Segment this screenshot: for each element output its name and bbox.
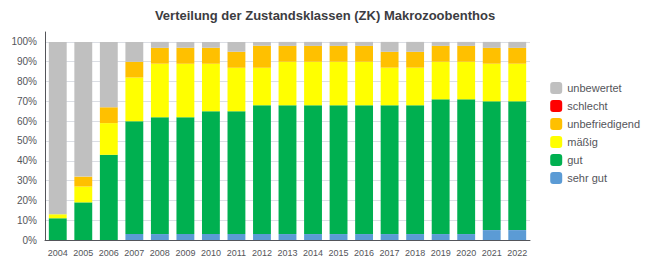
svg-text:gut: gut [567, 154, 582, 166]
svg-text:mäßig: mäßig [567, 136, 598, 148]
svg-text:2012: 2012 [252, 248, 272, 258]
svg-text:2022: 2022 [507, 248, 527, 258]
svg-text:unbewertet: unbewertet [567, 82, 621, 94]
svg-text:90%: 90% [17, 56, 37, 67]
svg-text:2013: 2013 [277, 248, 297, 258]
svg-text:30%: 30% [17, 175, 37, 186]
svg-text:unbefriedigend: unbefriedigend [567, 118, 640, 130]
svg-text:sehr gut: sehr gut [567, 172, 607, 184]
svg-text:2016: 2016 [354, 248, 374, 258]
svg-text:0%: 0% [23, 235, 38, 246]
svg-text:70%: 70% [17, 96, 37, 107]
svg-text:2015: 2015 [329, 248, 349, 258]
svg-text:80%: 80% [17, 76, 37, 87]
svg-text:100%: 100% [11, 36, 37, 47]
svg-text:40%: 40% [17, 155, 37, 166]
svg-text:Verteilung der Zustandsklassen: Verteilung der Zustandsklassen (ZK) Makr… [155, 8, 495, 23]
svg-text:60%: 60% [17, 116, 37, 127]
svg-text:2021: 2021 [482, 248, 502, 258]
svg-text:2008: 2008 [150, 248, 170, 258]
svg-text:2007: 2007 [124, 248, 144, 258]
svg-text:2005: 2005 [73, 248, 93, 258]
svg-text:50%: 50% [17, 135, 37, 146]
svg-text:2019: 2019 [431, 248, 451, 258]
svg-text:2020: 2020 [456, 248, 476, 258]
svg-text:2018: 2018 [405, 248, 425, 258]
svg-text:2009: 2009 [175, 248, 195, 258]
svg-text:2006: 2006 [99, 248, 119, 258]
svg-text:20%: 20% [17, 195, 37, 206]
svg-text:2004: 2004 [48, 248, 68, 258]
svg-text:10%: 10% [17, 215, 37, 226]
svg-text:schlecht: schlecht [567, 100, 607, 112]
svg-text:2010: 2010 [201, 248, 221, 258]
svg-text:2014: 2014 [303, 248, 323, 258]
svg-text:2011: 2011 [227, 248, 246, 258]
svg-text:2017: 2017 [380, 248, 400, 258]
